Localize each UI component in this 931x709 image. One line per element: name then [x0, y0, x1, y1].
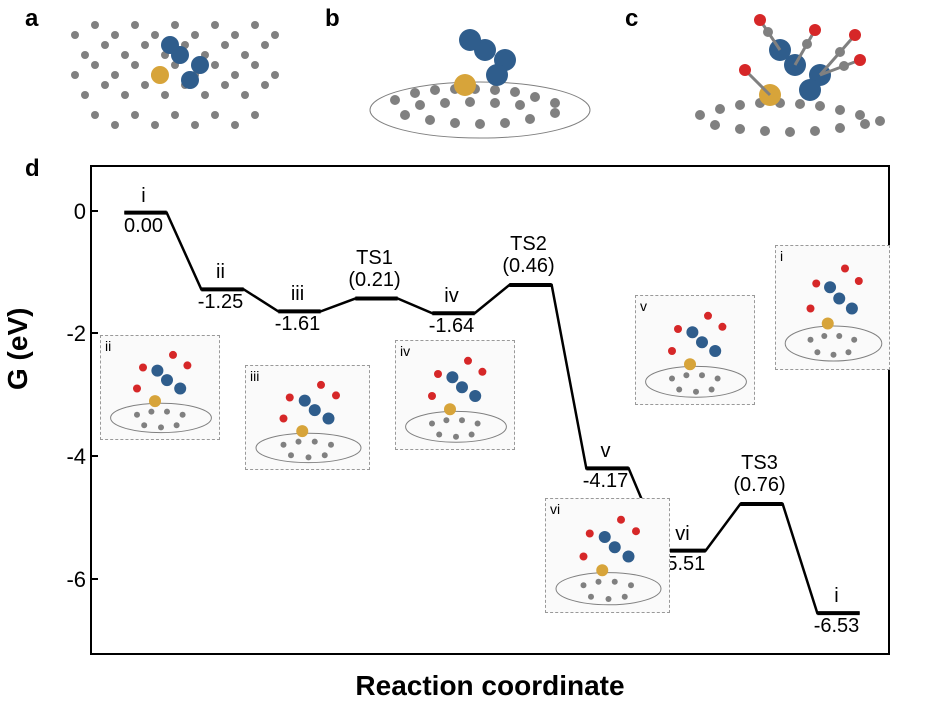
ytick-label: -6 — [46, 567, 86, 593]
panel-b-structure — [355, 5, 605, 150]
step-label-ii: ii — [196, 261, 246, 284]
step-label-TS3: TS3 — [730, 452, 790, 475]
step-barrier-TS1: (0.21) — [345, 269, 405, 292]
inset-label-v: v — [640, 298, 647, 314]
inset-vi: vi — [545, 498, 670, 613]
step-value-iv: -1.64 — [422, 315, 482, 338]
ytick-label: -4 — [46, 444, 86, 470]
inset-label-iii: iii — [250, 368, 259, 384]
step-value-v: -4.17 — [576, 470, 636, 493]
step-value-i2: -6.53 — [807, 615, 867, 638]
inset-ii: ii — [100, 335, 220, 440]
step-label-iii: iii — [273, 283, 323, 306]
panel-label-b: b — [325, 5, 340, 33]
panel-label-a: a — [25, 5, 38, 33]
inset-iii: iii — [245, 365, 370, 470]
panel-label-c: c — [625, 5, 638, 33]
ytick-mark — [90, 455, 98, 457]
y-axis-label: G (eV) — [2, 308, 34, 390]
step-barrier-TS3: (0.76) — [730, 474, 790, 497]
inset-label-iv: iv — [400, 343, 410, 359]
step-label-i: i — [119, 185, 169, 208]
step-value-i: 0.00 — [114, 215, 174, 238]
ytick-mark — [90, 210, 98, 212]
inset-label-ii: ii — [105, 338, 111, 354]
ytick-mark — [90, 578, 98, 580]
step-label-iv: iv — [427, 285, 477, 308]
step-label-TS1: TS1 — [345, 247, 405, 270]
ytick-mark — [90, 332, 98, 334]
inset-label-i: i — [780, 248, 783, 264]
x-axis-label: Reaction coordinate — [90, 670, 890, 702]
ytick-label: -2 — [46, 321, 86, 347]
ytick-label: 0 — [46, 199, 86, 225]
panel-c-structure — [660, 5, 920, 150]
step-label-TS2: TS2 — [499, 233, 559, 256]
inset-iv: iv — [395, 340, 515, 450]
inset-label-vi: vi — [550, 501, 560, 517]
inset-v: v — [635, 295, 755, 405]
step-label-v: v — [581, 440, 631, 463]
step-barrier-TS2: (0.46) — [499, 255, 559, 278]
panel-label-d: d — [25, 155, 40, 183]
step-value-iii: -1.61 — [268, 313, 328, 336]
inset-i: i — [775, 245, 890, 370]
step-label-i2: i — [812, 585, 862, 608]
panel-a-structure — [55, 5, 305, 150]
step-value-ii: -1.25 — [191, 291, 251, 314]
